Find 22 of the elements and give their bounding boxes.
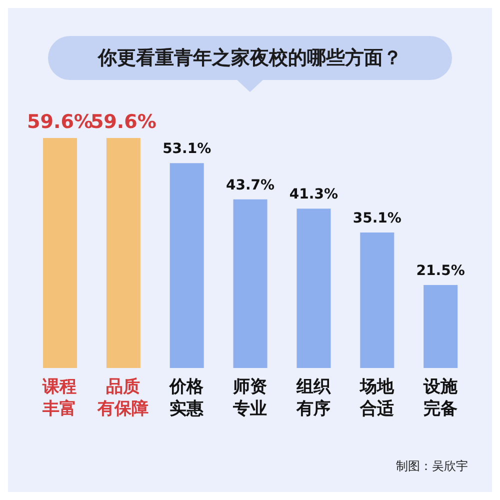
bar bbox=[360, 232, 394, 368]
data-label: 53.1% bbox=[162, 141, 212, 158]
x-tick-label: 组织有序 bbox=[295, 377, 332, 419]
x-tick-label: 设施完备 bbox=[422, 377, 458, 419]
data-label: 41.3% bbox=[289, 186, 338, 203]
x-tick-label: 价格实惠 bbox=[168, 377, 205, 419]
x-tick-label: 场地合适 bbox=[358, 377, 395, 419]
bar bbox=[106, 138, 140, 368]
chart-title: 你更看重青年之家夜校的哪些方面？ bbox=[48, 36, 452, 80]
text: 制图：吴欣宇 bbox=[396, 458, 468, 475]
data-label: 59.6% bbox=[27, 111, 93, 133]
data-label: 21.5% bbox=[416, 263, 465, 280]
x-tick-label: 品质有保障 bbox=[96, 377, 149, 419]
data-label: 35.1% bbox=[352, 210, 402, 227]
data-label: 43.7% bbox=[226, 177, 275, 194]
bar bbox=[296, 208, 331, 368]
x-tick-label: 师资专业 bbox=[232, 377, 267, 419]
bar bbox=[424, 285, 458, 368]
bar bbox=[233, 199, 268, 368]
bar bbox=[170, 163, 204, 368]
bar bbox=[43, 138, 77, 368]
x-tick-label: 课程丰富 bbox=[42, 377, 77, 419]
